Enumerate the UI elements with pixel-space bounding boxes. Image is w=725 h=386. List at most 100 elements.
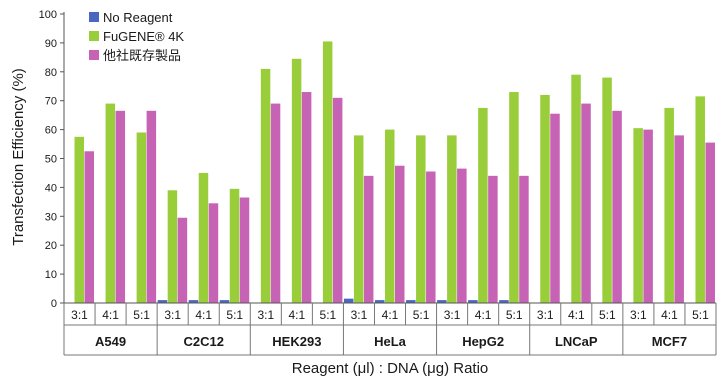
ratio-label-15: 3:1 <box>537 308 554 322</box>
legend-label-0: No Reagent <box>103 10 173 25</box>
bar-no-reagent-4 <box>188 300 199 303</box>
ratio-label-7: 4:1 <box>289 308 306 322</box>
bar---8 <box>332 97 343 303</box>
y-tick-label-10: 10 <box>45 269 57 281</box>
y-tick-label-50: 50 <box>45 154 57 166</box>
x-axis-title: Reagent (μl) : DNA (μg) Ratio <box>292 360 489 377</box>
axes-layer: 0 10 20 30 40 50 60 70 80 90 100 3:1 4:1 5:1 3:1 4:1 5:1… <box>39 9 717 356</box>
legend-label-1: FuGENE® 4K <box>103 29 184 44</box>
ratio-label-5: 5:1 <box>226 308 243 322</box>
cell-line-label-6: MCF7 <box>652 334 687 349</box>
ratio-label-18: 3:1 <box>630 308 647 322</box>
bar---1 <box>115 110 126 303</box>
ratio-label-12: 3:1 <box>444 308 461 322</box>
ratio-label-13: 4:1 <box>475 308 492 322</box>
ratio-label-0: 3:1 <box>71 308 88 322</box>
y-tick-label-80: 80 <box>45 67 57 79</box>
cell-line-label-5: LNCaP <box>555 334 598 349</box>
bar---18 <box>643 129 653 303</box>
cell-line-label-2: HEK293 <box>272 334 321 349</box>
ratio-label-17: 5:1 <box>599 308 616 322</box>
bar---16 <box>581 103 591 303</box>
bar---14 <box>519 175 529 303</box>
bar---0 <box>84 151 95 303</box>
legend: No Reagent FuGENE® 4K 他社既存製品 <box>89 10 184 63</box>
bar---11 <box>426 171 436 303</box>
bar---17 <box>612 110 622 303</box>
bar---15 <box>550 113 560 303</box>
y-tick-label-60: 60 <box>45 125 57 137</box>
bar-no-reagent-10 <box>375 300 385 303</box>
ratio-label-3: 3:1 <box>164 308 181 322</box>
bar-fugene-4k-8 <box>322 41 333 303</box>
y-tick-label-40: 40 <box>45 182 57 194</box>
y-tick-label-0: 0 <box>51 298 57 310</box>
y-tick-label-20: 20 <box>45 240 57 252</box>
cell-line-label-3: HeLa <box>374 334 407 349</box>
y-axis-title: Transfection Efficiency (%) <box>10 68 27 246</box>
legend-swatch-0 <box>89 12 99 22</box>
legend-swatch-2 <box>89 50 99 60</box>
bar---13 <box>488 175 498 303</box>
bar-fugene-4k-3 <box>167 190 178 303</box>
bar---6 <box>270 103 281 303</box>
bar-fugene-4k-10 <box>385 129 395 303</box>
bar---2 <box>146 110 157 303</box>
ratio-label-11: 5:1 <box>413 308 430 322</box>
bar-fugene-4k-14 <box>509 92 519 303</box>
bar-fugene-4k-2 <box>136 132 147 303</box>
ratio-label-19: 4:1 <box>661 308 678 322</box>
bar-fugene-4k-19 <box>664 107 674 303</box>
ratio-label-1: 4:1 <box>102 308 119 322</box>
y-tick-label-100: 100 <box>39 9 57 21</box>
bar---10 <box>395 165 405 303</box>
ratio-label-8: 5:1 <box>320 308 337 322</box>
bar-no-reagent-14 <box>499 300 509 303</box>
bar-fugene-4k-9 <box>353 135 364 303</box>
bar-fugene-4k-6 <box>260 68 271 303</box>
y-tick-label-90: 90 <box>45 38 57 50</box>
bar-fugene-4k-0 <box>74 136 85 303</box>
bar-no-reagent-9 <box>343 298 354 303</box>
bar---3 <box>177 217 188 303</box>
y-tick-label-70: 70 <box>45 96 57 108</box>
bars-layer <box>74 41 715 304</box>
bar-fugene-4k-20 <box>695 96 705 304</box>
ratio-label-16: 4:1 <box>568 308 585 322</box>
bar---12 <box>457 168 467 303</box>
bar-fugene-4k-11 <box>416 135 426 303</box>
bar-fugene-4k-15 <box>540 94 550 303</box>
legend-label-2: 他社既存製品 <box>103 48 181 63</box>
cell-line-label-1: C2C12 <box>183 334 223 349</box>
ratio-label-14: 5:1 <box>506 308 523 322</box>
bar-no-reagent-13 <box>468 300 478 303</box>
bar-fugene-4k-12 <box>447 135 457 303</box>
bar---5 <box>239 197 250 303</box>
bar-fugene-4k-13 <box>478 107 488 303</box>
bar---20 <box>705 142 715 303</box>
bar-fugene-4k-4 <box>198 172 209 303</box>
bar-fugene-4k-7 <box>291 58 302 303</box>
ratio-label-10: 4:1 <box>382 308 399 322</box>
bar---4 <box>208 203 219 303</box>
ratio-label-4: 4:1 <box>195 308 212 322</box>
cell-line-label-0: A549 <box>95 334 126 349</box>
ratio-label-20: 5:1 <box>692 308 709 322</box>
bar-no-reagent-5 <box>219 300 230 303</box>
bar---9 <box>363 175 374 303</box>
bar-no-reagent-11 <box>406 300 416 303</box>
cell-line-label-4: HepG2 <box>462 334 504 349</box>
bar-no-reagent-3 <box>157 300 168 303</box>
ratio-label-6: 3:1 <box>257 308 274 322</box>
bar-fugene-4k-18 <box>633 128 643 303</box>
y-tick-label-30: 30 <box>45 211 57 223</box>
bar---19 <box>674 135 684 303</box>
bar-no-reagent-12 <box>437 300 447 303</box>
bar-fugene-4k-16 <box>571 74 581 303</box>
bar---7 <box>301 92 312 303</box>
ratio-label-9: 3:1 <box>351 308 368 322</box>
bar-fugene-4k-1 <box>105 103 116 303</box>
bar-fugene-4k-5 <box>229 188 240 303</box>
